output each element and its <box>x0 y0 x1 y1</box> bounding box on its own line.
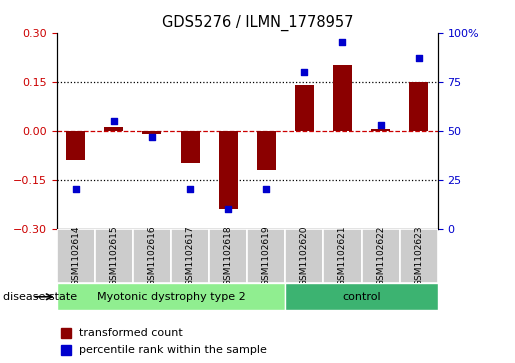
Text: Myotonic dystrophy type 2: Myotonic dystrophy type 2 <box>97 292 245 302</box>
Bar <box>218 131 238 209</box>
Bar <box>362 229 400 283</box>
Point <box>72 187 80 192</box>
Bar <box>285 229 323 283</box>
Text: GSM1102615: GSM1102615 <box>109 225 118 286</box>
Bar <box>61 345 71 355</box>
Point <box>224 206 232 212</box>
Bar <box>371 129 390 131</box>
Bar <box>256 131 276 170</box>
Text: GSM1102620: GSM1102620 <box>300 226 309 286</box>
Text: percentile rank within the sample: percentile rank within the sample <box>79 345 267 355</box>
Text: GSM1102616: GSM1102616 <box>147 225 157 286</box>
Bar <box>209 229 247 283</box>
Point <box>186 187 194 192</box>
Text: control: control <box>342 292 381 302</box>
Bar <box>400 229 438 283</box>
Point <box>300 69 308 75</box>
Text: GSM1102619: GSM1102619 <box>262 225 271 286</box>
Bar <box>333 65 352 131</box>
Point <box>148 134 156 139</box>
Bar <box>104 127 124 131</box>
Bar <box>61 328 71 338</box>
Bar <box>66 131 85 160</box>
Point <box>415 55 423 61</box>
Text: GDS5276 / ILMN_1778957: GDS5276 / ILMN_1778957 <box>162 15 353 31</box>
Point <box>262 187 270 192</box>
Text: GSM1102617: GSM1102617 <box>185 225 195 286</box>
Text: GSM1102621: GSM1102621 <box>338 226 347 286</box>
Bar <box>295 85 314 131</box>
Bar <box>323 229 362 283</box>
Text: GSM1102623: GSM1102623 <box>414 226 423 286</box>
Text: GSM1102614: GSM1102614 <box>71 226 80 286</box>
Text: GSM1102622: GSM1102622 <box>376 226 385 286</box>
Bar <box>247 229 285 283</box>
Point <box>376 122 385 128</box>
Text: disease state: disease state <box>3 291 77 302</box>
Bar <box>95 229 133 283</box>
Point <box>338 40 347 45</box>
Bar <box>171 229 209 283</box>
Bar <box>181 131 200 163</box>
Text: GSM1102618: GSM1102618 <box>224 225 233 286</box>
Bar <box>57 283 285 310</box>
Point <box>110 118 118 124</box>
Bar <box>142 131 162 134</box>
Bar <box>133 229 171 283</box>
Bar <box>285 283 438 310</box>
Bar <box>57 229 95 283</box>
Text: transformed count: transformed count <box>79 328 183 338</box>
Bar <box>409 82 428 131</box>
